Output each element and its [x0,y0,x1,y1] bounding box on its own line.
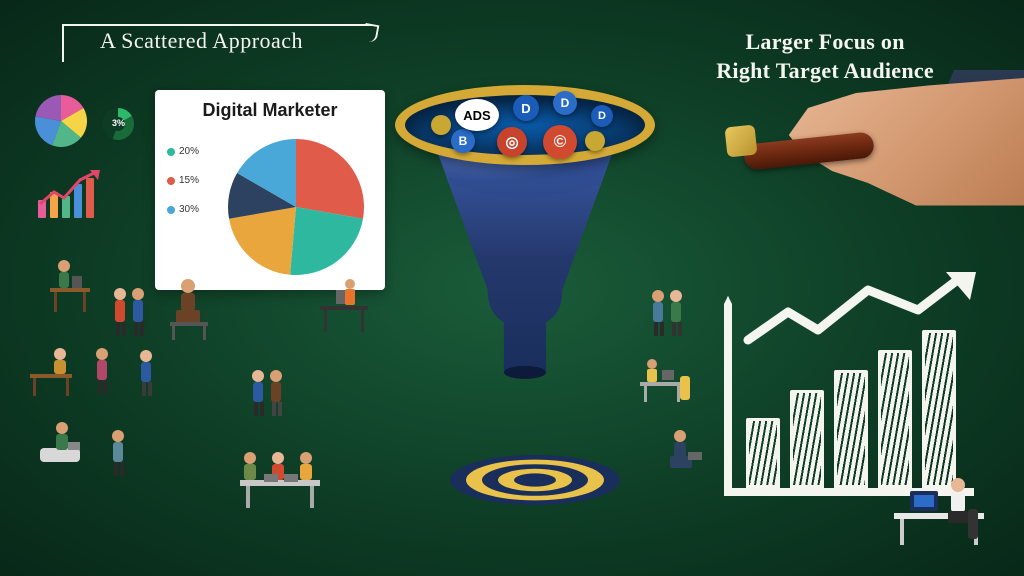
legend-text: 20% [179,146,199,157]
legend-dot-icon [167,206,175,214]
growth-bars [746,330,956,488]
growth-bar [746,418,780,488]
growth-bar [834,370,868,488]
target-icon [450,455,620,505]
funnel-bubble-icon: D [553,91,577,115]
growth-bar [878,350,912,488]
funnel-body-icon [403,127,647,387]
heading-focus-line1: Larger Focus on [745,29,904,54]
dm-card-title: Digital Marketer [169,100,371,121]
legend-dot-icon [167,177,175,185]
legend-text: 30% [179,204,199,215]
magnifier-ferrule-icon [725,125,758,158]
dm-pie-labels: 20% 15% 30% [167,146,199,233]
legend-text: 15% [179,175,199,186]
funnel-bubble-icon: D [513,95,539,121]
growth-bar [922,330,956,488]
growth-y-axis [724,296,732,496]
dm-pie-label: 20% [167,146,199,157]
growth-bar [790,390,824,488]
funnel-bubble-icon [431,115,451,135]
funnel-bubble-icon: D [591,105,613,127]
funnel-bubble-icon: ◎ [497,127,527,157]
mini-trend-arrow-icon [38,168,108,208]
heading-scattered: A Scattered Approach [100,28,303,54]
funnel-bubble-icon: © [543,125,577,159]
heading-focus: Larger Focus on Right Target Audience [716,28,934,85]
funnel-graphic: DDD◎©B ADS [395,85,655,515]
funnel-bubble-icon [585,131,605,151]
mini-pie-2-label: 3% [112,118,125,128]
heading-focus-line2: Right Target Audience [716,58,934,83]
ads-badge: ADS [455,99,499,131]
growth-bar-chart [724,276,984,496]
people-cluster-left [20,240,420,560]
funnel-bubble-icon: B [451,129,475,153]
dm-pie-label: 15% [167,175,199,186]
desk-person-bottom-right [884,473,1004,558]
legend-dot-icon [167,148,175,156]
mini-pie-chart-1 [35,95,87,147]
growth-arrow-icon [738,272,988,352]
dm-pie-label: 30% [167,204,199,215]
